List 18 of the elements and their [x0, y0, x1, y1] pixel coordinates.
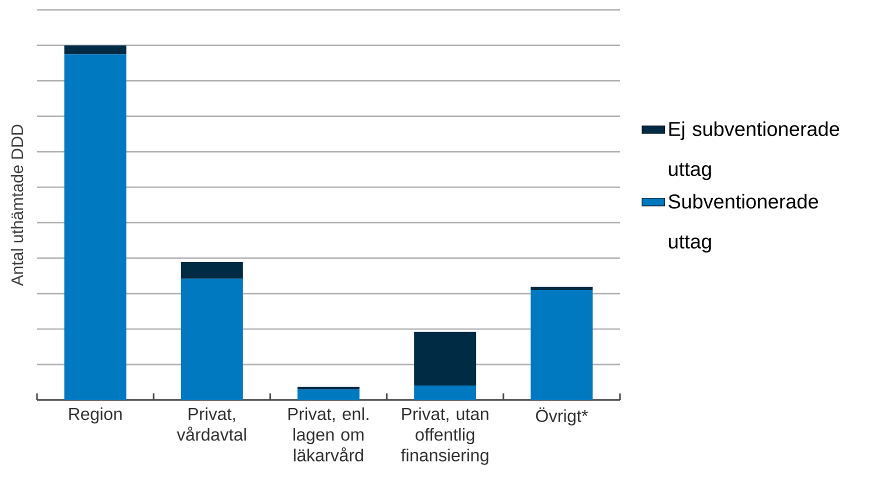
bar	[180, 278, 243, 400]
bar	[298, 389, 360, 400]
x-tick-label: Region	[69, 407, 122, 424]
bar	[530, 290, 593, 400]
bar	[64, 45, 126, 54]
bar	[64, 54, 126, 400]
x-tick-label: Privat, utan offentlig finansiering	[401, 407, 488, 465]
bar	[530, 286, 593, 290]
bar	[298, 386, 360, 390]
x-tick-label: Övrigt*	[536, 407, 588, 426]
bar	[414, 385, 476, 400]
x-tick-label: Privat, vårdavtal	[176, 407, 246, 441]
bar	[414, 332, 476, 386]
bar	[180, 262, 243, 279]
x-tick-label: Privat, enl. lagen om läkarvård	[288, 407, 368, 462]
text: Subventionerade uttag	[668, 194, 818, 253]
legend-label: Ej subventionerade uttag	[669, 121, 840, 180]
y-axis-title: Antal uthämtade DDD	[10, 124, 24, 286]
